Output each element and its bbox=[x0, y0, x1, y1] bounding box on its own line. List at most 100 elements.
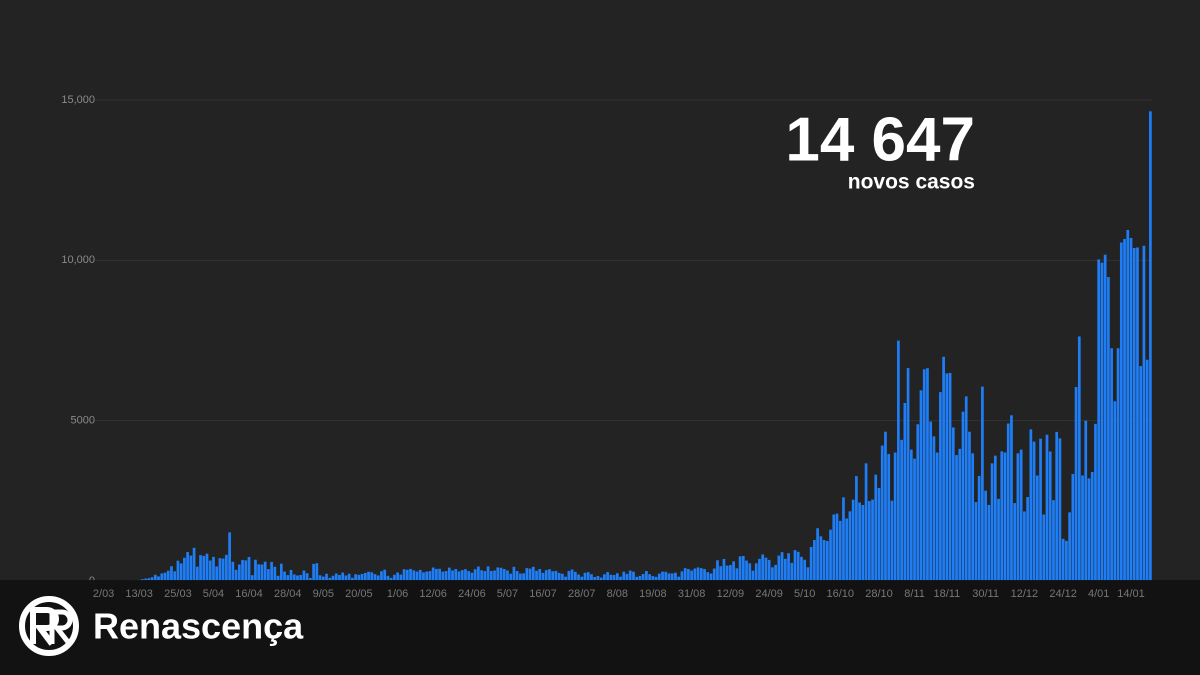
bar bbox=[935, 452, 939, 581]
bar bbox=[906, 368, 910, 581]
bar bbox=[480, 570, 483, 581]
x-tick-label: 24/09 bbox=[755, 588, 783, 600]
bar bbox=[712, 568, 716, 581]
bar bbox=[354, 574, 357, 581]
bar bbox=[522, 573, 525, 581]
bar bbox=[160, 573, 164, 581]
bar bbox=[1045, 434, 1049, 581]
bar bbox=[373, 574, 377, 581]
bar bbox=[984, 490, 987, 581]
bar bbox=[1010, 415, 1013, 581]
bar bbox=[499, 567, 503, 581]
bar bbox=[393, 574, 396, 581]
bar bbox=[370, 572, 374, 581]
bar bbox=[296, 575, 299, 581]
bar bbox=[780, 552, 784, 581]
bar bbox=[1032, 441, 1036, 581]
bar bbox=[1006, 423, 1010, 581]
bar bbox=[961, 411, 965, 581]
bar bbox=[916, 424, 920, 581]
bar bbox=[813, 540, 816, 581]
bar bbox=[1026, 497, 1029, 581]
bar bbox=[386, 575, 390, 581]
bar bbox=[1107, 277, 1110, 581]
bar bbox=[208, 560, 212, 581]
bar bbox=[234, 569, 238, 581]
bar bbox=[286, 575, 290, 581]
bar bbox=[625, 573, 629, 581]
bar bbox=[977, 476, 981, 581]
bar bbox=[926, 368, 929, 581]
bar bbox=[218, 558, 222, 581]
x-tick-label: 31/08 bbox=[678, 588, 706, 600]
bar bbox=[573, 571, 577, 581]
bar bbox=[1029, 429, 1033, 581]
bar bbox=[283, 571, 286, 581]
bar bbox=[945, 373, 949, 581]
footer-bar bbox=[0, 580, 1200, 675]
bar bbox=[270, 561, 273, 581]
bar bbox=[328, 577, 332, 581]
bar bbox=[205, 553, 209, 581]
bar bbox=[192, 547, 196, 581]
bar bbox=[153, 574, 157, 581]
bar bbox=[809, 546, 813, 581]
bar bbox=[855, 476, 858, 581]
bar bbox=[619, 576, 622, 581]
bar bbox=[405, 569, 409, 581]
bar bbox=[176, 560, 180, 581]
bar bbox=[292, 574, 296, 581]
bar bbox=[993, 455, 997, 581]
bar bbox=[981, 386, 984, 581]
bar bbox=[412, 570, 416, 581]
bar bbox=[890, 500, 894, 581]
x-tick-label: 5/07 bbox=[497, 588, 518, 600]
bar bbox=[195, 566, 199, 581]
bar bbox=[186, 552, 189, 581]
bar bbox=[1084, 420, 1088, 581]
bar bbox=[477, 566, 480, 581]
logo bbox=[19, 596, 79, 656]
bar bbox=[913, 458, 916, 581]
bar bbox=[612, 575, 616, 581]
bar bbox=[897, 340, 900, 581]
bar bbox=[583, 572, 587, 581]
bar bbox=[150, 577, 154, 581]
bar bbox=[693, 568, 697, 581]
bar bbox=[683, 568, 687, 581]
bar bbox=[535, 570, 538, 581]
bar bbox=[858, 502, 861, 581]
bar bbox=[900, 439, 903, 581]
bar bbox=[409, 568, 412, 581]
bar bbox=[667, 573, 671, 581]
bar bbox=[402, 569, 406, 581]
x-axis: 2/03 13/03 25/03 5/04 16/04 28/04 9/05 20/05 1/0… bbox=[93, 588, 1145, 600]
bar bbox=[748, 563, 752, 581]
x-tick-label: 9/05 bbox=[313, 588, 334, 600]
bar bbox=[942, 356, 945, 581]
bar bbox=[787, 553, 790, 581]
bar bbox=[557, 572, 561, 581]
bar bbox=[367, 571, 370, 581]
bar bbox=[719, 566, 723, 581]
bar bbox=[645, 570, 648, 581]
bar bbox=[664, 571, 668, 581]
bar bbox=[415, 571, 419, 581]
bar bbox=[803, 559, 807, 581]
bar bbox=[932, 436, 936, 581]
logo-r2 bbox=[49, 609, 73, 644]
bar bbox=[657, 573, 661, 581]
bar bbox=[838, 520, 842, 581]
bar bbox=[428, 571, 432, 581]
x-tick-label: 2/03 bbox=[93, 588, 114, 600]
bar bbox=[1145, 359, 1149, 581]
bar bbox=[512, 566, 516, 581]
bar bbox=[289, 569, 293, 581]
bar bbox=[1149, 111, 1152, 582]
bar bbox=[586, 572, 590, 581]
bar bbox=[528, 568, 532, 581]
bar bbox=[864, 463, 868, 581]
bar bbox=[344, 575, 348, 581]
